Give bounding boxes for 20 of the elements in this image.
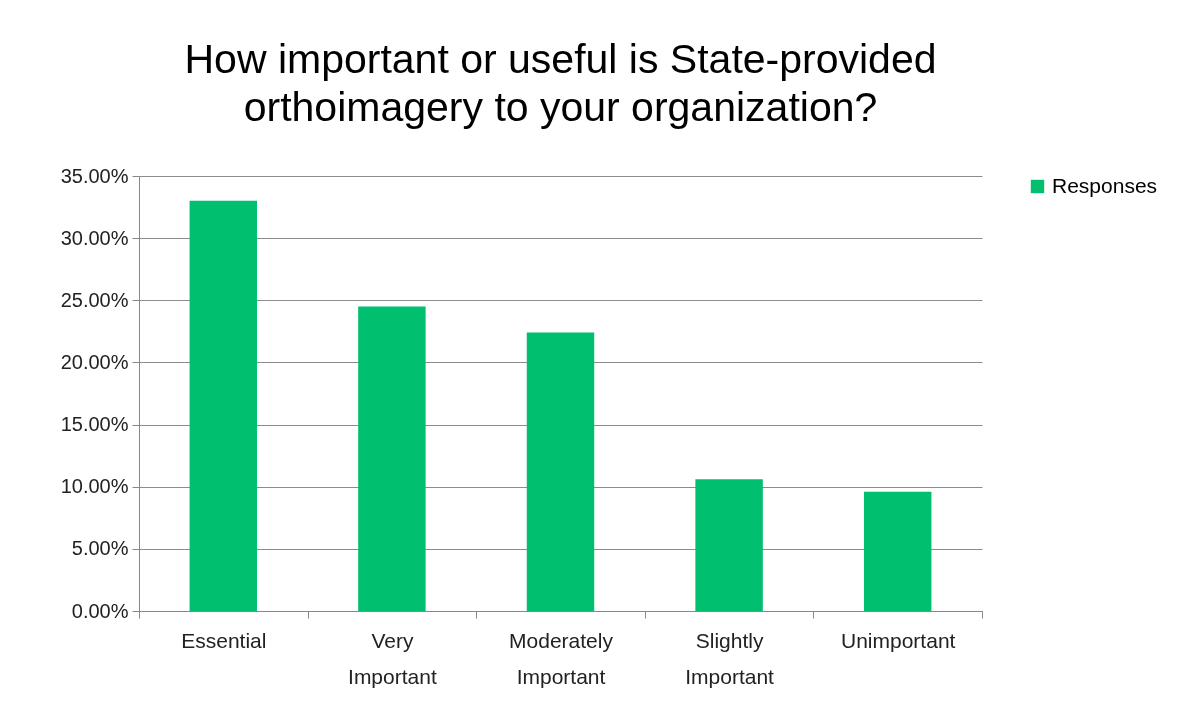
bar — [358, 306, 426, 611]
bar — [189, 200, 258, 611]
x-tick-label: Essential — [181, 628, 267, 652]
bar — [695, 479, 763, 611]
legend-label: Responses — [1052, 173, 1158, 197]
bar — [526, 332, 595, 611]
x-tick-label: Unimportant — [841, 628, 956, 652]
y-tick-label: 30.00% — [60, 226, 129, 249]
bar — [863, 491, 932, 611]
y-tick-label: 20.00% — [60, 350, 129, 373]
y-tick-label: 35.00% — [60, 164, 129, 187]
x-tick-label: Moderately Important — [509, 628, 614, 688]
y-tick-label: 10.00% — [60, 475, 129, 498]
x-tick-label: Slightly Important — [685, 628, 775, 688]
chart-title: How important or useful is State-provided orthoimagery to your organization? — [184, 36, 937, 130]
y-tick-label: 0.00% — [71, 599, 129, 622]
y-tick-label: 5.00% — [71, 537, 129, 560]
y-tick-label: 15.00% — [60, 413, 129, 436]
y-tick-label: 25.00% — [60, 288, 129, 311]
x-tick-label: Very Important — [348, 628, 437, 688]
